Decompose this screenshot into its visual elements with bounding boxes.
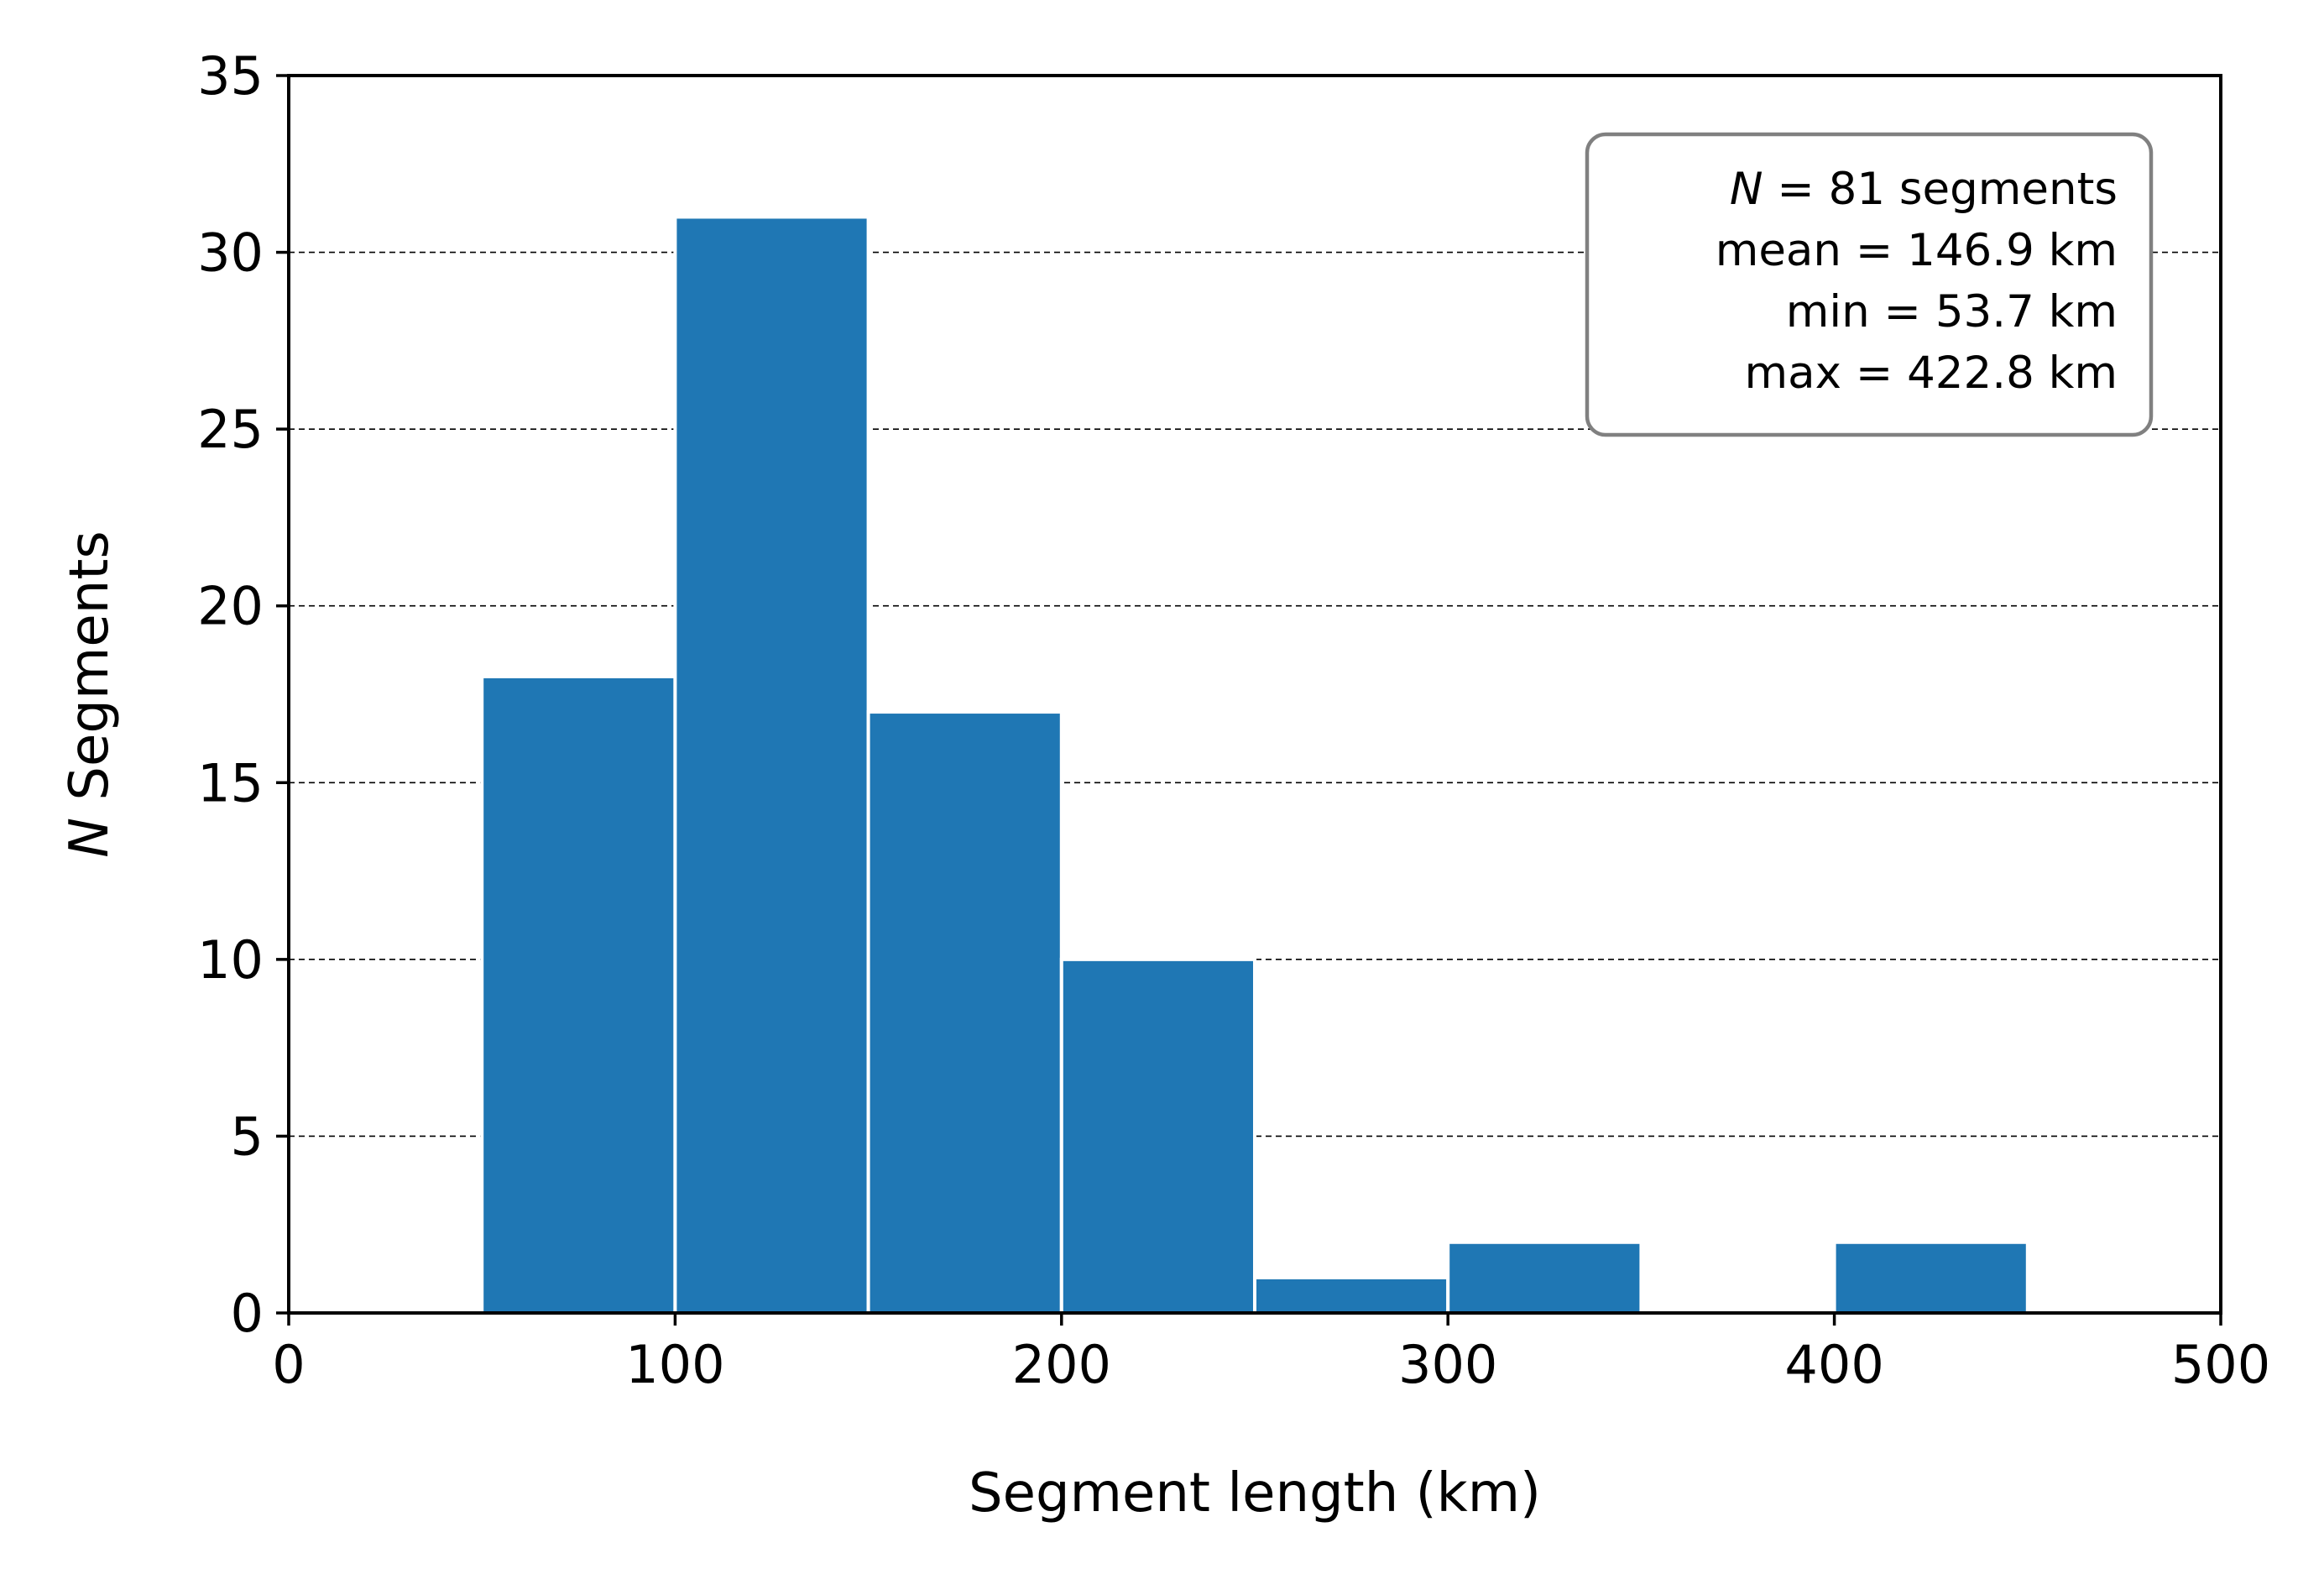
bar-300-350 xyxy=(1446,1240,1643,1315)
bar-100-150 xyxy=(673,215,870,1315)
bar-250-300 xyxy=(1253,1275,1450,1315)
y-tick-label-15: 15 xyxy=(197,752,264,813)
stats-line-1: N = 81 segments xyxy=(1730,164,2118,215)
x-tick-label-200: 200 xyxy=(1012,1334,1111,1395)
stats-line-2-text: mean = 146.9 km xyxy=(1716,225,2118,276)
stats-line-2: mean = 146.9 km xyxy=(1716,225,2118,276)
y-tick-label-30: 30 xyxy=(197,222,264,284)
bar-200-250 xyxy=(1059,957,1257,1315)
stats-annotation-box: N = 81 segments mean = 146.9 km min = 53.7… xyxy=(1585,132,2154,437)
x-tick-label-400: 400 xyxy=(1784,1334,1883,1395)
bar-150-200 xyxy=(866,710,1063,1315)
y-tick-label-5: 5 xyxy=(231,1106,264,1167)
stats-line-3: min = 53.7 km xyxy=(1786,286,2118,337)
stats-line-4-text: max = 422.8 km xyxy=(1745,348,2118,399)
y-tick-label-10: 10 xyxy=(197,929,264,991)
y-axis-ticks: 0 5 10 15 20 25 30 35 xyxy=(197,45,289,1344)
x-tick-label-500: 500 xyxy=(2171,1334,2270,1395)
stats-line-4: max = 422.8 km xyxy=(1745,348,2118,399)
stats-line-1-italic: N xyxy=(1730,164,1763,215)
stats-line-3-text: min = 53.7 km xyxy=(1786,286,2118,337)
x-tick-label-300: 300 xyxy=(1398,1334,1497,1395)
bar-400-450 xyxy=(1832,1240,2029,1315)
y-tick-label-25: 25 xyxy=(197,399,264,460)
x-tick-label-100: 100 xyxy=(625,1334,724,1395)
stats-line-1-text: = 81 segments xyxy=(1763,164,2118,215)
x-axis-ticks: 0 100 200 300 400 500 xyxy=(272,1313,2270,1395)
y-axis-label-italic: N xyxy=(59,818,121,858)
y-tick-label-0: 0 xyxy=(231,1283,264,1344)
plot-frame xyxy=(287,74,2222,1315)
y-axis-label: N Segments xyxy=(59,531,121,858)
x-axis-label: Segment length (km) xyxy=(969,1462,1541,1525)
bar-50-100 xyxy=(480,674,677,1315)
x-tick-label-0: 0 xyxy=(272,1334,305,1395)
histogram-bars xyxy=(480,215,2029,1315)
y-tick-label-35: 35 xyxy=(197,45,264,107)
y-axis-label-rest: Segments xyxy=(59,531,121,818)
y-tick-label-20: 20 xyxy=(197,576,264,637)
stats-box-frame xyxy=(1585,132,2154,437)
